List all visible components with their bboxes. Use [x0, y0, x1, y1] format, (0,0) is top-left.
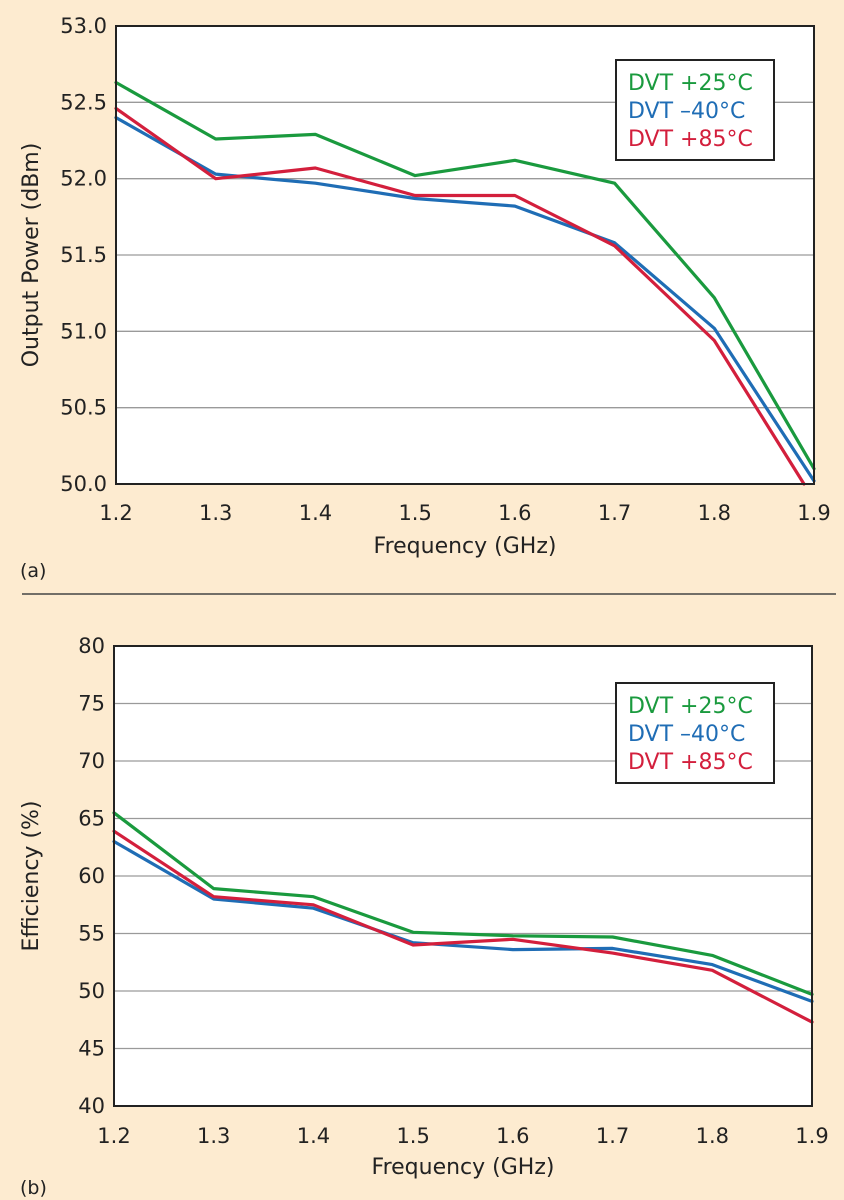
legend-entry: DVT –40°C	[628, 99, 745, 124]
y-tick-label: 60	[78, 864, 105, 888]
y-tick-label: 80	[78, 634, 105, 658]
legend-box	[615, 682, 775, 784]
chart-output-power: 50.0 50.5 51.0 51.5 52.0 52.5 53.0 1.2 1.3 1.4 1.5…	[19, 14, 831, 582]
legend-entry: DVT –40°C	[628, 722, 745, 747]
y-tick-label: 75	[78, 692, 105, 716]
y-tick-label: 50.0	[60, 472, 107, 496]
series-line-dvt-40-c	[112, 839, 814, 1004]
y-tick-label: 50	[78, 979, 105, 1003]
x-tick-label: 1.7	[596, 1124, 629, 1148]
x-tick-label: 1.2	[99, 501, 132, 525]
y-tick-label: 50.5	[60, 396, 107, 420]
x-tick-label: 1.2	[97, 1124, 130, 1148]
legend-entry: DVT +25°C	[628, 71, 753, 96]
y-tick-label: 53.0	[60, 14, 107, 38]
x-tick-label: 1.7	[598, 501, 631, 525]
panel-label: (a)	[20, 560, 46, 582]
y-axis-title: Efficiency (%)	[19, 800, 44, 951]
x-tick-label: 1.9	[797, 501, 830, 525]
legend-entry: DVT +25°C	[628, 694, 753, 719]
x-axis-title: Frequency (GHz)	[374, 534, 557, 559]
y-tick-label: 52.0	[60, 167, 107, 191]
x-tick-label: 1.5	[398, 501, 431, 525]
y-axis-title: Output Power (dBm)	[19, 143, 44, 368]
y-tick-label: 52.5	[60, 90, 107, 114]
chart-efficiency: 40 45 50 55 60 65 70 75 80 1.2 1.3 1.4 1.5 1.6 1.7 1.8 1…	[19, 634, 829, 1199]
x-tick-label: 1.6	[498, 501, 531, 525]
panel-label: (b)	[20, 1177, 47, 1199]
x-tick-label: 1.4	[297, 1124, 330, 1148]
plot-frame	[115, 25, 815, 485]
y-tick-label: 51.5	[60, 243, 107, 267]
series-line-dvt-85-c	[114, 106, 806, 486]
x-axis-title: Frequency (GHz)	[372, 1155, 555, 1180]
legend-entry: DVT +85°C	[628, 127, 753, 152]
x-tick-label: 1.5	[396, 1124, 429, 1148]
y-tick-label: 45	[78, 1037, 105, 1061]
legend-box	[615, 59, 775, 161]
x-tick-label: 1.8	[696, 1124, 729, 1148]
series-line-dvt-25-c	[114, 80, 816, 471]
y-tick-label: 70	[78, 749, 105, 773]
legend-entry: DVT +85°C	[628, 750, 753, 775]
x-tick-label: 1.3	[197, 1124, 230, 1148]
y-tick-label: 40	[78, 1094, 105, 1118]
x-tick-label: 1.9	[795, 1124, 828, 1148]
y-tick-label: 55	[78, 922, 105, 946]
x-tick-label: 1.8	[698, 501, 731, 525]
y-tick-label: 51.0	[60, 319, 107, 343]
y-tick-label: 65	[78, 807, 105, 831]
x-tick-label: 1.4	[299, 501, 332, 525]
series-line-dvt-85-c	[112, 829, 814, 1024]
series-line-dvt-25-c	[112, 811, 814, 997]
plot-frame	[113, 645, 813, 1107]
x-tick-label: 1.3	[199, 501, 232, 525]
x-tick-label: 1.6	[496, 1124, 529, 1148]
